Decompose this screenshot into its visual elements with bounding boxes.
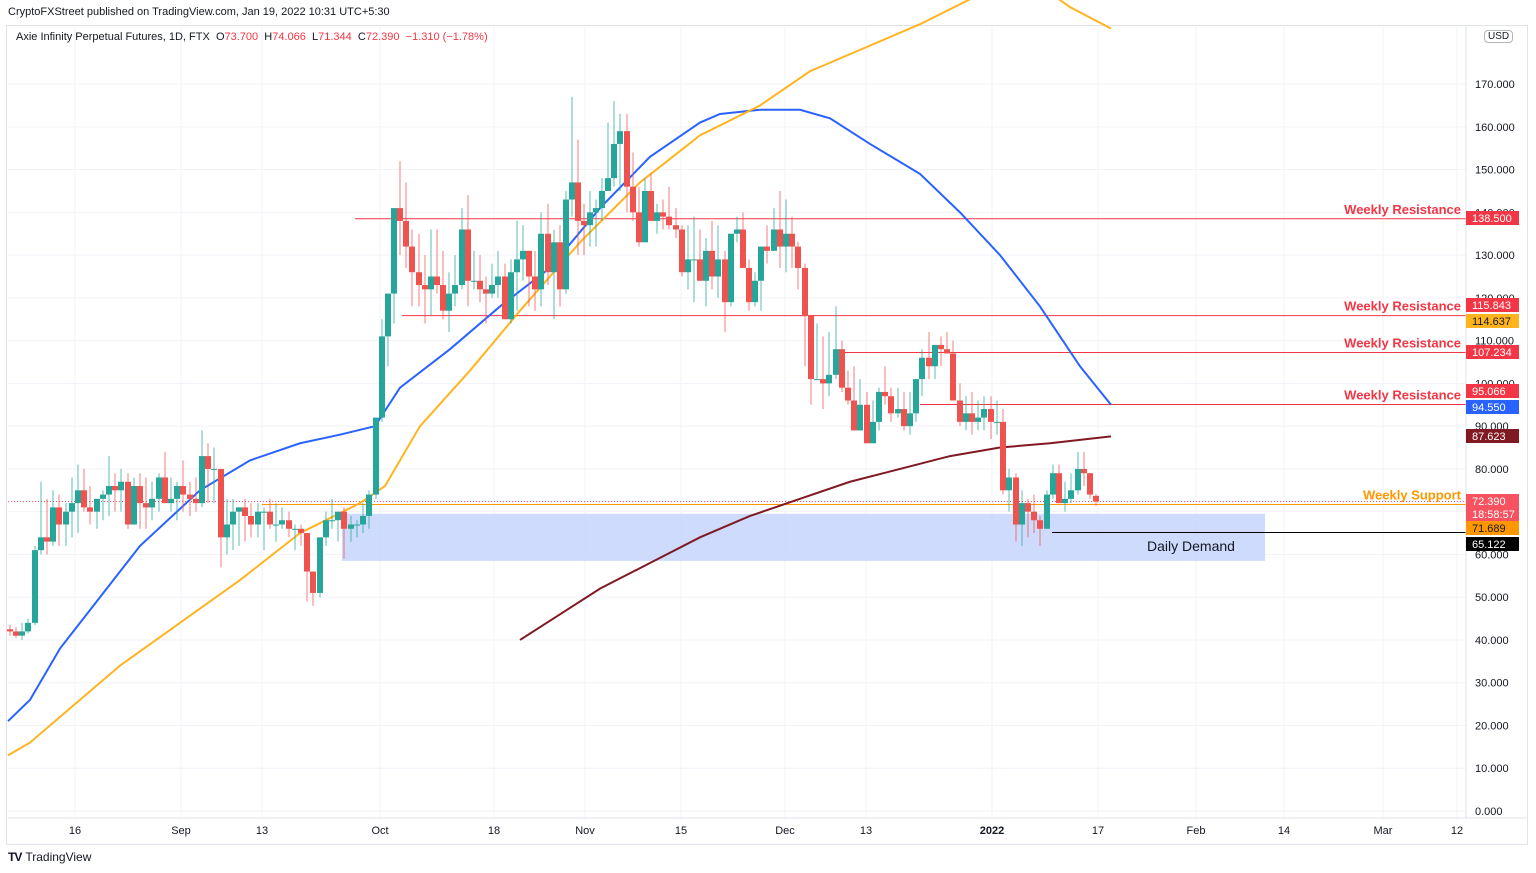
price-badge: 72.390 <box>1466 494 1519 508</box>
moving-average-line[interactable] <box>7 0 1112 757</box>
y-tick-label: 60.000 <box>1475 549 1509 561</box>
x-tick-label: Mar <box>1374 825 1393 837</box>
x-tick-label: Sep <box>171 825 191 837</box>
x-tick-label: 12 <box>1451 825 1463 837</box>
grid <box>8 26 1466 818</box>
candles <box>7 96 1099 640</box>
y-tick-label: 110.000 <box>1475 336 1514 348</box>
y-tick-label: 20.000 <box>1475 720 1509 732</box>
x-tick-label: Dec <box>775 825 795 837</box>
svg-text:94.550: 94.550 <box>1472 402 1506 414</box>
daily-demand-zone[interactable] <box>342 513 1265 561</box>
level-label: Weekly Resistance <box>1344 335 1461 350</box>
svg-text:87.623: 87.623 <box>1472 431 1506 443</box>
price-badge: 115.843 <box>1466 298 1519 312</box>
y-tick-label: 130.000 <box>1475 250 1515 262</box>
y-tick-label: 50.000 <box>1475 592 1509 604</box>
open-value: 73.700 <box>224 31 259 43</box>
x-tick-label: Feb <box>1187 825 1206 837</box>
price-badge: 107.234 <box>1466 345 1519 359</box>
svg-text:138.500: 138.500 <box>1472 213 1512 225</box>
publisher-line: CryptoFXStreet published on TradingView.… <box>8 6 390 18</box>
x-tick-label: 13 <box>860 825 872 837</box>
price-badge: 94.550 <box>1466 400 1519 414</box>
level-label: Weekly Resistance <box>1344 202 1461 217</box>
y-tick-label: 170.000 <box>1475 79 1515 91</box>
tradingview-logo[interactable]: TV TradingView <box>8 850 91 864</box>
svg-text:115.843: 115.843 <box>1472 300 1511 312</box>
x-tick-label: Oct <box>371 825 388 837</box>
price-badge: 114.637 <box>1466 314 1519 328</box>
high-value: 74.066 <box>272 31 306 43</box>
svg-text:95.066: 95.066 <box>1472 386 1506 398</box>
x-tick-label: 18 <box>488 825 500 837</box>
x-tick-label: 17 <box>1092 825 1104 837</box>
price-badge: 95.066 <box>1466 384 1519 398</box>
tradingview-logo-icon: TV <box>8 850 22 864</box>
price-badge: 18:58:57 <box>1466 507 1519 521</box>
close-value: 72.390 <box>365 31 400 43</box>
level-label: Weekly Resistance <box>1344 299 1461 314</box>
currency-button[interactable]: USD <box>1484 30 1514 43</box>
low-value: 71.344 <box>318 31 352 43</box>
moving-average-line[interactable] <box>7 108 1112 722</box>
y-tick-label: 160.000 <box>1475 122 1515 134</box>
price-badge: 138.500 <box>1466 211 1519 225</box>
svg-text:107.234: 107.234 <box>1472 347 1512 359</box>
svg-text:71.689: 71.689 <box>1472 523 1506 535</box>
symbol-legend: Axie Infinity Perpetual Futures, 1D, FTX… <box>16 31 488 43</box>
price-badge: 65.122 <box>1466 537 1519 551</box>
y-tick-label: 0.000 <box>1475 806 1503 818</box>
x-tick-label: 14 <box>1278 825 1290 837</box>
x-tick-label: 15 <box>675 825 687 837</box>
y-tick-label: 30.000 <box>1475 678 1509 690</box>
price-badge: 87.623 <box>1466 429 1519 443</box>
price-badge: 71.689 <box>1466 521 1519 535</box>
chart-frame <box>6 25 1528 845</box>
y-tick-label: 10.000 <box>1475 763 1509 775</box>
x-tick-label: 16 <box>69 825 81 837</box>
symbol-title: Axie Infinity Perpetual Futures, 1D, FTX <box>16 31 210 43</box>
x-tick-label: 2022 <box>980 825 1004 837</box>
level-label: Weekly Resistance <box>1344 387 1461 402</box>
y-tick-label: 150.000 <box>1475 165 1515 177</box>
svg-text:18:58:57: 18:58:57 <box>1472 509 1515 521</box>
level-label: Weekly Support <box>1363 487 1462 502</box>
x-tick-label: Nov <box>575 825 595 837</box>
y-tick-label: 80.000 <box>1475 464 1509 476</box>
y-tick-label: 40.000 <box>1475 635 1509 647</box>
daily-demand-label: Daily Demand <box>1147 538 1235 554</box>
svg-text:65.122: 65.122 <box>1472 539 1506 551</box>
svg-text:72.390: 72.390 <box>1472 496 1506 508</box>
svg-text:114.637: 114.637 <box>1472 316 1511 328</box>
change-value: −1.310 (−1.78%) <box>405 31 488 43</box>
brand-label: TradingView <box>25 850 92 864</box>
x-tick-label: 13 <box>256 825 268 837</box>
